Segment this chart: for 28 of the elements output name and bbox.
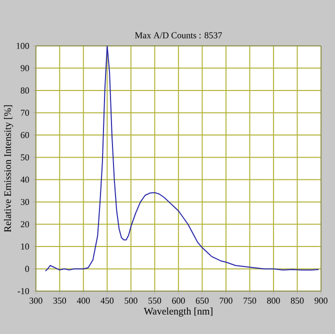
x-axis-title: Wavelength [nm] [144, 308, 212, 317]
y-tick-label: 10 [21, 244, 30, 250]
y-tick-label: 20 [20, 221, 30, 228]
x-tick-label: 850 [290, 298, 304, 304]
y-tick-label: 90 [20, 65, 30, 72]
x-tick-label: 350 [53, 298, 66, 304]
x-tick-label: 900 [314, 298, 328, 304]
y-tick-label: 100 [16, 42, 30, 49]
y-tick-label: -10 [18, 288, 30, 294]
y-tick-label: 70 [21, 110, 30, 116]
y-tick-label: 40 [20, 176, 30, 183]
x-tick-label: 450 [100, 298, 114, 304]
x-tick-label: 550 [148, 298, 162, 304]
chart-title: Max A/D Counts : 8537 [134, 32, 222, 38]
x-tick-label: 500 [124, 298, 138, 304]
y-axis-title: Relative Emission Intensity [%] [4, 105, 14, 232]
y-tick-label: 50 [20, 154, 30, 160]
y-tick-label: 0 [25, 266, 30, 272]
y-tick-label: 60 [20, 132, 30, 138]
y-tick-label: 80 [20, 87, 30, 94]
x-tick-label: 600 [172, 298, 185, 304]
x-tick-label: 300 [30, 298, 42, 304]
x-tick-label: 400 [76, 298, 90, 304]
x-tick-label: 750 [244, 298, 256, 304]
x-tick-label: 800 [267, 298, 280, 304]
y-tick-label: 30 [20, 198, 30, 205]
x-tick-label: 650 [196, 298, 209, 304]
x-tick-label: 700 [220, 298, 232, 304]
